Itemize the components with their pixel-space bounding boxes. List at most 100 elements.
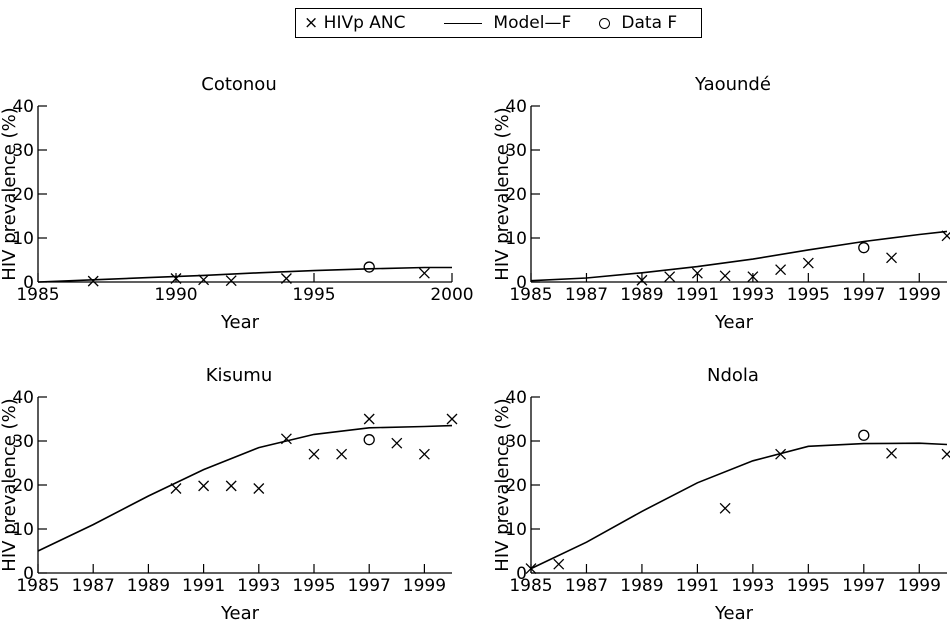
x-tick-label: 1995	[787, 285, 830, 305]
x-axis-label: Year	[714, 312, 754, 333]
legend-label: Model—F	[493, 13, 572, 33]
y-tick-label: 30	[505, 141, 527, 161]
y-tick-label: 10	[505, 229, 527, 249]
y-axis-label: HIV prevalence (%)	[492, 107, 513, 280]
x-tick-label: 1989	[620, 285, 663, 305]
y-tick-label: 20	[12, 476, 34, 496]
y-tick-label: 10	[12, 229, 34, 249]
y-tick-label: 40	[12, 388, 34, 408]
data-f-point	[363, 434, 375, 446]
data-f-point	[858, 429, 870, 441]
x-tick-label: 1993	[731, 576, 774, 596]
hivp-anc-point	[225, 275, 237, 287]
hivp-anc-point	[418, 448, 430, 460]
chart-title: Yaoundé	[694, 74, 771, 95]
legend-label: HIVp ANC	[323, 13, 406, 33]
hivp-anc-point	[691, 267, 703, 279]
x-tick-label: 1987	[565, 576, 608, 596]
x-axis-label: Year	[220, 312, 260, 333]
data-f-point	[858, 242, 870, 254]
chart-title: Kisumu	[206, 365, 273, 386]
x-tick-label: 1999	[898, 576, 941, 596]
y-tick-label: 20	[505, 185, 527, 205]
chart-panel-1	[530, 105, 950, 286]
y-axis-label: HIV prevalence (%)	[0, 398, 20, 571]
x-tick-label: 1999	[403, 576, 446, 596]
x-tick-label: 1999	[898, 285, 941, 305]
x-tick-label: 1993	[731, 285, 774, 305]
x-tick-label: 1997	[842, 576, 885, 596]
y-tick-label: 10	[12, 520, 34, 540]
hivp-anc-point	[225, 480, 237, 492]
x-axis-label: Year	[714, 603, 754, 624]
hivp-anc-point	[636, 274, 648, 286]
y-tick-label: 20	[505, 476, 527, 496]
x-tick-label: 1995	[292, 285, 335, 305]
x-tick-label: 1987	[72, 576, 115, 596]
hivp-anc-point	[719, 502, 731, 514]
y-axis-label: HIV prevalence (%)	[492, 398, 513, 571]
x-tick-label: 1997	[842, 285, 885, 305]
hivp-anc-point	[170, 483, 182, 494]
hivp-anc-point	[747, 271, 759, 283]
hivp-anc-point	[170, 273, 182, 284]
y-tick-label: 40	[505, 388, 527, 408]
hivp-anc-point	[363, 413, 375, 425]
hivp-anc-point	[418, 267, 430, 279]
y-tick-label: 0	[23, 564, 34, 584]
x-tick-label: 1993	[237, 576, 280, 596]
y-tick-label: 0	[23, 273, 34, 293]
legend-item-model-f: Model—F	[444, 12, 571, 34]
chart-panel-0	[37, 105, 453, 287]
model-line	[37, 266, 452, 283]
hivp-anc-point	[446, 413, 458, 425]
y-tick-label: 10	[505, 520, 527, 540]
x-tick-label: 1997	[348, 576, 391, 596]
x-tick-label: 1991	[676, 576, 719, 596]
x-tick-label: 1990	[154, 285, 197, 305]
hivp-anc-point	[336, 448, 348, 460]
x-tick-label: 1991	[676, 285, 719, 305]
circle-marker-icon	[599, 17, 610, 29]
x-tick-label: 1995	[292, 576, 335, 596]
y-tick-label: 0	[516, 564, 527, 584]
hivp-anc-point	[664, 271, 676, 283]
hivp-anc-point	[87, 275, 99, 287]
hivp-anc-point	[198, 480, 210, 492]
y-tick-label: 0	[516, 273, 527, 293]
data-f-point	[363, 261, 375, 273]
hivp-anc-point	[886, 252, 897, 264]
hivp-anc-point	[308, 448, 320, 460]
model-line	[530, 230, 948, 282]
hivp-anc-point	[553, 558, 565, 570]
hivp-anc-point	[775, 264, 787, 276]
hivp-anc-point	[941, 230, 950, 242]
y-tick-label: 30	[12, 432, 34, 452]
x-axis-label: Year	[220, 603, 260, 624]
legend: × HIVp ANC Model—F Data F	[295, 8, 702, 38]
x-tick-label: 1985	[509, 285, 552, 305]
x-tick-label: 1985	[16, 576, 59, 596]
y-tick-label: 40	[12, 97, 34, 117]
y-tick-label: 30	[12, 141, 34, 161]
x-tick-label: 1985	[16, 285, 59, 305]
x-tick-label: 1995	[787, 576, 830, 596]
hivp-anc-point	[525, 563, 537, 575]
chart-panel-2	[37, 396, 458, 574]
legend-label: Data F	[621, 13, 678, 33]
hivp-anc-point	[391, 437, 403, 449]
y-tick-label: 20	[12, 185, 34, 205]
line-marker-icon	[444, 22, 482, 24]
hivp-anc-point	[280, 433, 292, 445]
cross-marker-icon: ×	[304, 13, 319, 33]
chart-title: Cotonou	[201, 74, 276, 95]
chart-title: Ndola	[707, 365, 759, 386]
y-axis-label: HIV prevalence (%)	[0, 107, 20, 280]
model-line	[37, 424, 453, 552]
hivp-anc-point	[775, 448, 787, 460]
hivp-anc-point	[198, 274, 210, 286]
x-tick-label: 1985	[509, 576, 552, 596]
model-line	[530, 442, 948, 570]
x-tick-label: 1987	[565, 285, 608, 305]
hivp-anc-point	[280, 273, 292, 284]
